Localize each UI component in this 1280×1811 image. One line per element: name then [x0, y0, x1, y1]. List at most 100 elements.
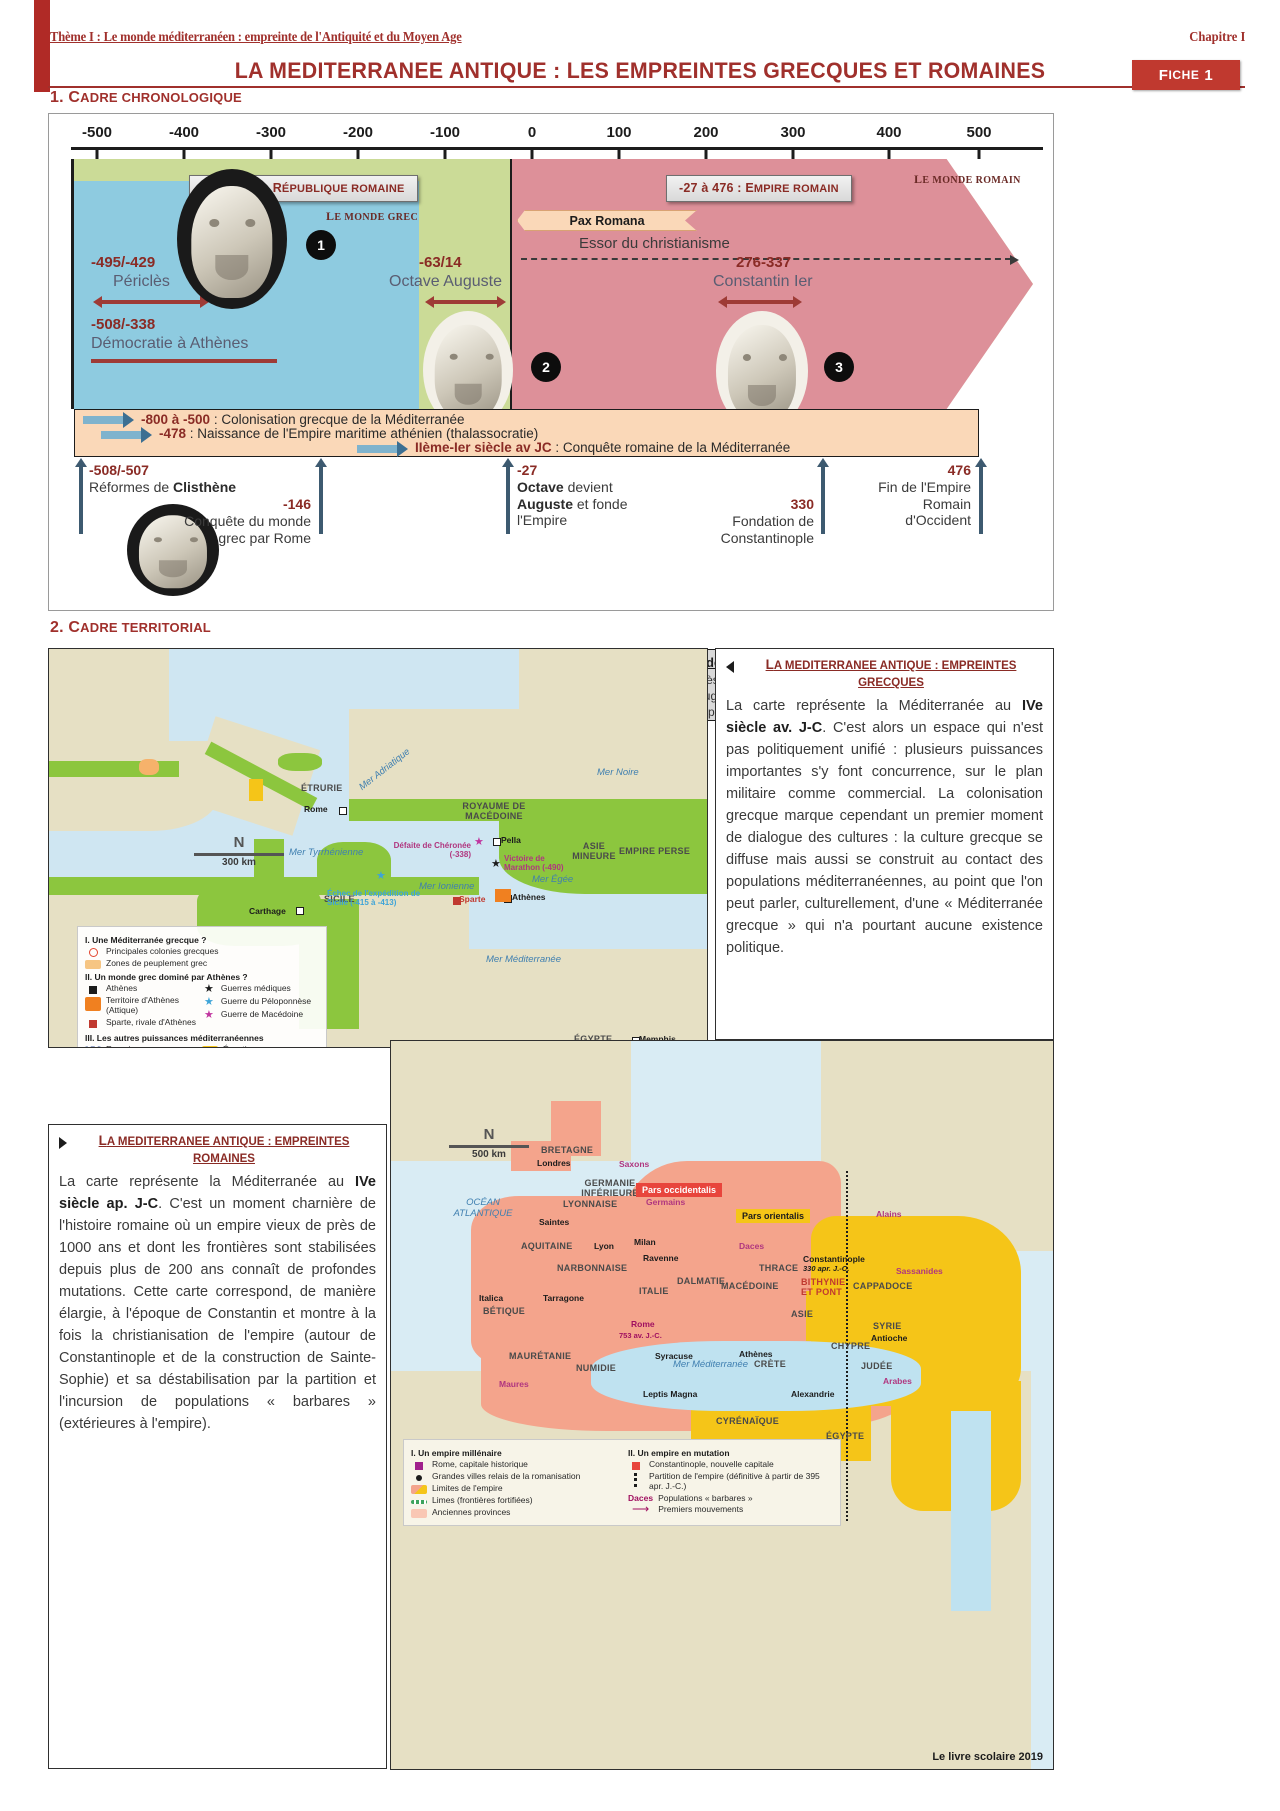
- label-roman-empire-sc: MPIRE ROMAIN: [753, 183, 839, 195]
- label-roman-republic-sc: ÉPUBLIQUE ROMAINE: [281, 183, 405, 195]
- barbarian-tag: Daces: [628, 1492, 654, 1503]
- axis-tick-label: -400: [168, 124, 200, 141]
- region-label: LYONNAISE: [563, 1199, 618, 1209]
- chronology-timeline: -500 -400 -300 -200 -100 0 100 200 300 4…: [48, 113, 1054, 611]
- event-text-bold: Clisthène: [173, 478, 237, 495]
- region-label: BRETAGNE: [541, 1145, 594, 1155]
- barbarian-label: Arabes: [883, 1376, 912, 1386]
- city-label: Athènes: [512, 892, 546, 902]
- city-label: Rome: [304, 804, 328, 814]
- year-zero-line: [509, 159, 512, 409]
- barbarian-label: Sassanides: [896, 1266, 943, 1276]
- city-label: Londres: [537, 1158, 571, 1168]
- band-event-date: IIème-Ier siècle av JC: [415, 440, 552, 455]
- section-1-number: 1. C: [50, 89, 81, 106]
- barbarian-label: Daces: [739, 1241, 765, 1251]
- band-event-row: -478 : Naissance de l'Empire maritime at…: [159, 426, 538, 441]
- sea-label: Mer Méditerranée: [486, 954, 561, 965]
- sea-label: Mer Ionienne: [419, 881, 475, 892]
- band-event-date: -800 à -500: [141, 412, 211, 427]
- sea-label: Mer Égée: [532, 874, 574, 885]
- axis-tick: [443, 147, 447, 159]
- greek-panel-body: La carte représente la Méditerranée au I…: [726, 697, 1043, 957]
- map-roman-empire[interactable]: N 500 km OCÉAN ATLANTIQUE Mer Méditerran…: [390, 1040, 1054, 1770]
- fiche-badge-letter: F: [1158, 66, 1169, 84]
- region-label: THRACE: [759, 1263, 799, 1273]
- event-arrow-icon: [83, 412, 134, 428]
- greek-panel-title: LA MEDITERRANEE ANTIQUE : EMPREINTES GRE…: [765, 657, 1017, 689]
- event-pointer: [315, 458, 327, 534]
- roman-panel-title: LA MEDITERRANEE ANTIQUE : EMPREINTES ROM…: [98, 1133, 350, 1165]
- city-sub-rome: 753 av. J.-C.: [619, 1331, 662, 1340]
- battle-label: Victoire de Marathon (-490): [504, 854, 564, 873]
- person-dates-auguste: -63/14: [419, 254, 462, 271]
- person-range-pericles: [93, 296, 209, 308]
- axis-tick: [704, 147, 708, 159]
- pars-occidentalis-tag: Pars occidentalis: [636, 1183, 723, 1197]
- page-title: LA MEDITERRANEE ANTIQUE : LES EMPREINTES…: [234, 58, 1046, 83]
- swatch: [85, 960, 101, 969]
- pars-orientalis-tag: Pars orientalis: [736, 1209, 811, 1223]
- event-pointer: [817, 458, 829, 534]
- axis-tick: [887, 147, 891, 159]
- event-text: et fonde: [573, 495, 628, 512]
- event-arrow-icon: [101, 427, 152, 443]
- sea-label: Mer Tyrrhénienne: [289, 847, 364, 858]
- marker-badge-3: 3: [824, 352, 854, 382]
- essor-christianisme-label: Essor du christianisme: [579, 235, 730, 252]
- battle-label: Échec de l'expédition de Sicile (-415 à …: [327, 889, 421, 908]
- pax-romana-banner: Pax Romana: [517, 210, 697, 231]
- event-text-bold: Auguste: [517, 495, 573, 512]
- fiche-badge-number: 1: [1204, 66, 1214, 84]
- swatch: [411, 1499, 427, 1504]
- city-label: Antioche: [871, 1333, 908, 1343]
- person-range-constantin: [718, 296, 802, 308]
- region-label: MACÉDOINE: [721, 1281, 779, 1291]
- axis-tick: [356, 147, 360, 159]
- region-label: DALMATIE: [677, 1276, 726, 1286]
- axis-tick: [269, 147, 273, 159]
- city-label: Carthage: [249, 906, 286, 916]
- triangle-right-icon: [59, 1137, 67, 1149]
- event-text: d'Occident: [905, 512, 971, 529]
- title-divider: [48, 86, 1245, 88]
- timeline-axis: [71, 147, 1043, 150]
- essor-christianisme-arrow: [521, 255, 1019, 265]
- theme-line: Thème I : Le monde méditerranéen : empre…: [50, 29, 462, 44]
- person-name-auguste: Octave Auguste: [389, 273, 502, 290]
- democracy-dates: -508/-338: [91, 316, 156, 333]
- city-label-constantinople: Constantinople: [803, 1254, 865, 1264]
- event-text: Conquête du monde: [184, 512, 311, 529]
- city-sub-constantinople: 330 apr. J.-C.: [803, 1264, 850, 1273]
- region-label: NUMIDIE: [576, 1363, 617, 1373]
- axis-tick-label: -300: [255, 124, 287, 141]
- city-label: Alexandrie: [791, 1389, 835, 1399]
- axis-tick-label: 200: [693, 124, 719, 141]
- region-label: CRÈTE: [754, 1359, 787, 1369]
- axis-tick: [530, 147, 534, 159]
- fiche-badge: F ICHE 1: [1132, 60, 1240, 90]
- map-greek-mediterranean[interactable]: Mer Adriatique Mer Noire Mer Tyrrhénienn…: [48, 648, 708, 1048]
- section-2-text: ADRE TERRITORIAL: [80, 620, 211, 635]
- event-text: Réformes de: [89, 478, 174, 495]
- event-text: Fondation de: [732, 512, 814, 529]
- swatch: [89, 986, 97, 994]
- band-event-text: : Naissance de l'Empire maritime athénie…: [186, 426, 539, 441]
- region-label: BITHYNIE ET PONT: [801, 1277, 846, 1297]
- city-label: Italica: [479, 1293, 504, 1303]
- marker-badge-2: 2: [531, 352, 561, 382]
- event-pointer: [75, 458, 87, 534]
- city-label: Lyon: [594, 1241, 614, 1251]
- region-label: MAURÉTANIE: [509, 1351, 572, 1361]
- city-label: Sparte: [459, 894, 486, 904]
- event-constantinople: 330 Fondation de Constantinople: [669, 496, 814, 546]
- region-label: SICILE: [324, 894, 355, 904]
- event-text: grec par Rome: [218, 529, 311, 546]
- sea-label: Mer Noire: [597, 767, 639, 778]
- axis-tick: [182, 147, 186, 159]
- democracy-underline: [91, 359, 277, 363]
- region-label: ÉTRURIE: [301, 783, 343, 793]
- region-label: ROYAUME DE MACÉDOINE: [462, 801, 526, 821]
- red-side-bar: [34, 0, 50, 92]
- city-label: Leptis Magna: [643, 1389, 698, 1399]
